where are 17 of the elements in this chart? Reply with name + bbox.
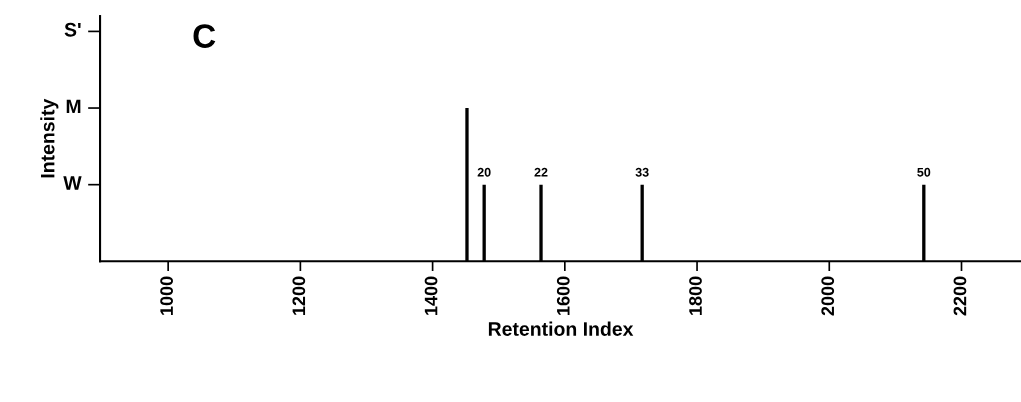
x-axis-title: Retention Index (488, 321, 634, 336)
x-tick-label: 1200 (292, 276, 306, 315)
x-tick-label: 1400 (424, 276, 438, 315)
y-axis-title: Intensity (40, 98, 59, 178)
text: S' (64, 22, 81, 37)
annotation: 33 (635, 167, 649, 177)
x-tick-label: 2000 (821, 276, 835, 316)
annotation: 20 (477, 167, 491, 177)
x-tick-label: 1800 (689, 276, 702, 315)
text: M (66, 99, 81, 114)
text: C (193, 24, 216, 48)
x-tick-label: 2200 (953, 276, 967, 316)
annotation: 50 (917, 167, 931, 177)
x-tick-label: 1600 (556, 276, 570, 315)
annotation: 22 (534, 167, 548, 177)
x-tick-label: 1000 (160, 276, 173, 315)
text: W (63, 176, 82, 190)
